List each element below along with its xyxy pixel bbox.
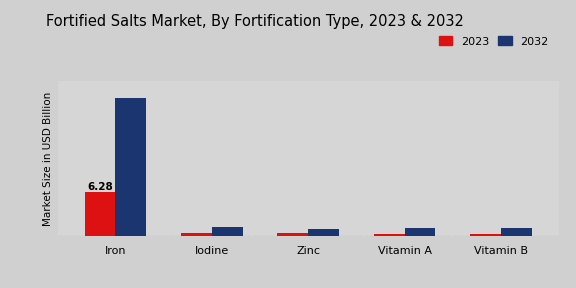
Bar (501, 228, 532, 236)
Bar (404, 228, 435, 236)
Text: Fortified Salts Market, By Fortification Type, 2023 & 2032: Fortified Salts Market, By Fortification… (46, 14, 464, 29)
Bar (85, 192, 115, 236)
Bar (115, 98, 146, 236)
Legend: 2023, 2032: 2023, 2032 (434, 32, 553, 51)
Bar (277, 234, 308, 236)
Bar (181, 233, 212, 236)
Bar (308, 229, 339, 236)
Text: 6.28: 6.28 (87, 182, 113, 192)
Bar (470, 234, 501, 236)
Bar (212, 227, 242, 236)
Bar (374, 234, 404, 236)
Y-axis label: Market Size in USD Billion: Market Size in USD Billion (43, 91, 54, 226)
